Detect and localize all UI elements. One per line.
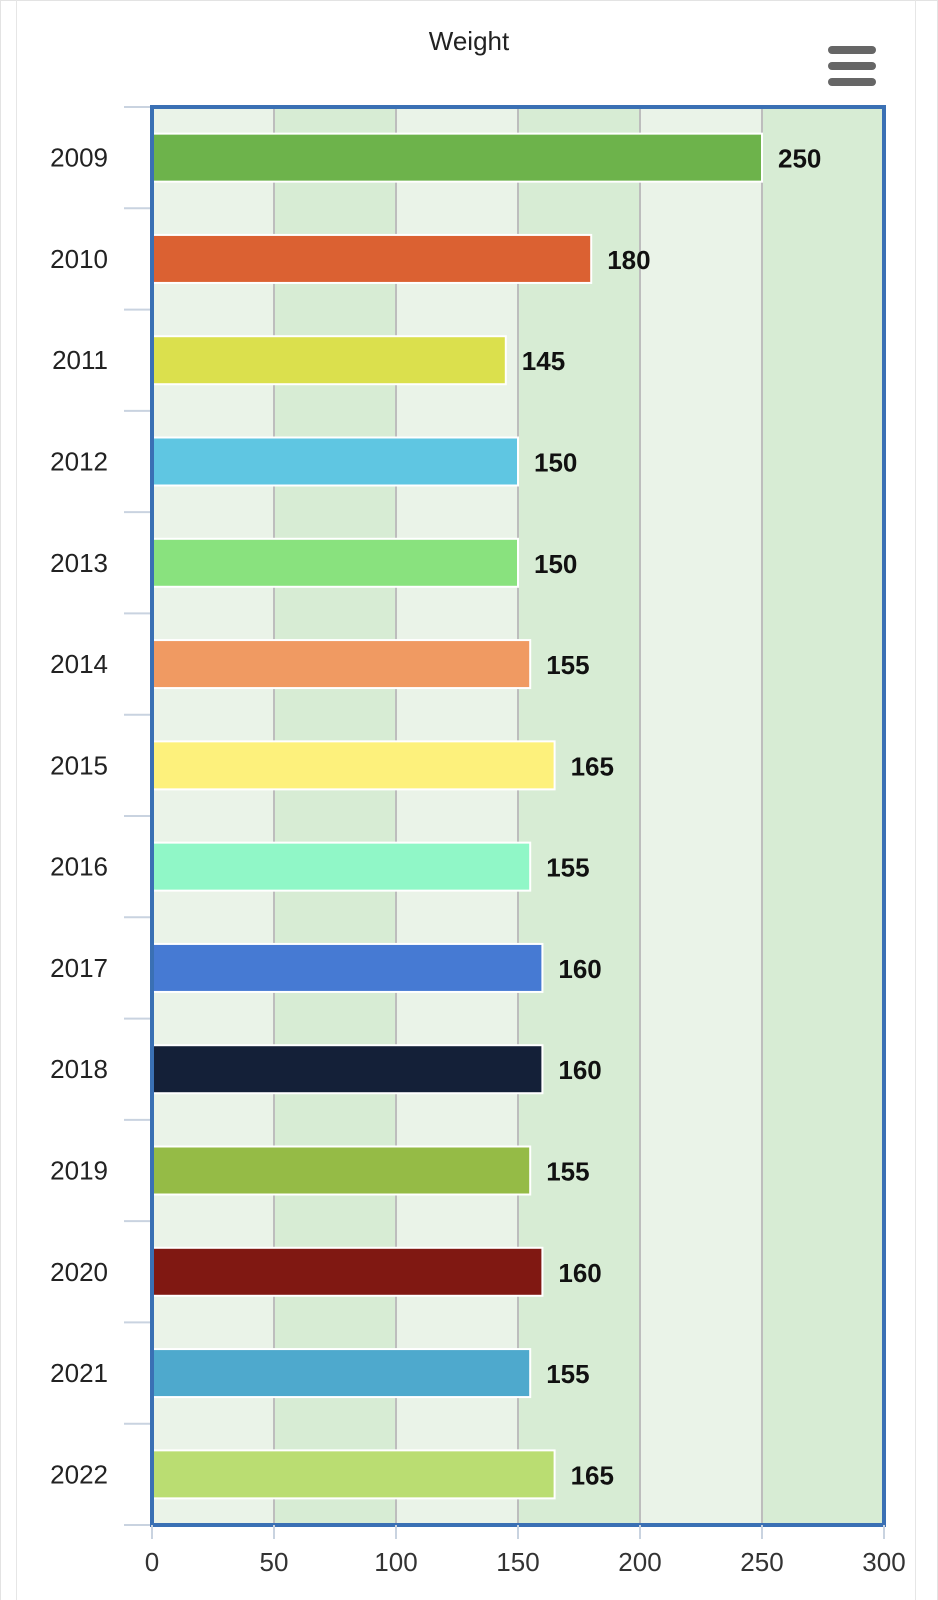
- plot-band: [396, 107, 518, 1525]
- category-label: 2020: [50, 1257, 108, 1287]
- x-tick-label: 200: [618, 1547, 661, 1577]
- bar[interactable]: [151, 335, 507, 386]
- right-divider: [915, 0, 916, 1600]
- category-label: 2009: [50, 143, 108, 173]
- x-tick-label: 50: [260, 1547, 289, 1577]
- category-label: 2016: [50, 852, 108, 882]
- bar[interactable]: [151, 1449, 556, 1500]
- data-label: 160: [558, 1055, 601, 1085]
- bar[interactable]: [151, 1348, 532, 1399]
- category-label: 2010: [50, 244, 108, 274]
- category-label: 2017: [50, 953, 108, 983]
- data-label: 150: [534, 549, 577, 579]
- category-label: 2011: [52, 345, 108, 375]
- bar[interactable]: [151, 1246, 544, 1297]
- x-tick-label: 250: [740, 1547, 783, 1577]
- hamburger-menu-icon[interactable]: [826, 44, 878, 88]
- data-label: 145: [522, 346, 565, 376]
- category-label: 2015: [50, 750, 108, 780]
- plot-band: [518, 107, 640, 1525]
- category-label: 2021: [50, 1358, 108, 1388]
- chart-title: Weight: [428, 26, 510, 56]
- bar[interactable]: [151, 436, 519, 487]
- category-label: 2022: [50, 1459, 108, 1489]
- x-tick-label: 150: [496, 1547, 539, 1577]
- plot-band: [640, 107, 762, 1525]
- bar[interactable]: [151, 942, 544, 993]
- left-divider: [16, 0, 17, 1600]
- data-label: 160: [558, 954, 601, 984]
- plot-band: [274, 107, 396, 1525]
- data-label: 180: [607, 245, 650, 275]
- data-label: 155: [546, 1157, 589, 1187]
- data-label: 250: [778, 144, 821, 174]
- bar[interactable]: [151, 1044, 544, 1095]
- category-label: 2018: [50, 1054, 108, 1084]
- bar[interactable]: [151, 639, 532, 690]
- data-label: 160: [558, 1258, 601, 1288]
- x-tick-label: 0: [145, 1547, 159, 1577]
- bar[interactable]: [151, 841, 532, 892]
- category-label: 2019: [50, 1156, 108, 1186]
- data-label: 155: [546, 650, 589, 680]
- plot-band: [762, 107, 884, 1525]
- bar[interactable]: [151, 537, 519, 588]
- bar[interactable]: [151, 233, 593, 284]
- data-label: 155: [546, 853, 589, 883]
- data-label: 155: [546, 1359, 589, 1389]
- category-label: 2012: [50, 447, 108, 477]
- bar[interactable]: [151, 1145, 532, 1196]
- data-label: 150: [534, 448, 577, 478]
- category-label: 2013: [50, 548, 108, 578]
- x-tick-label: 300: [862, 1547, 905, 1577]
- x-tick-label: 100: [374, 1547, 417, 1577]
- bar[interactable]: [151, 132, 763, 183]
- category-label: 2014: [50, 649, 108, 679]
- data-label: 165: [571, 751, 614, 781]
- bar[interactable]: [151, 740, 556, 791]
- data-label: 165: [571, 1460, 614, 1490]
- plot-band: [152, 107, 274, 1525]
